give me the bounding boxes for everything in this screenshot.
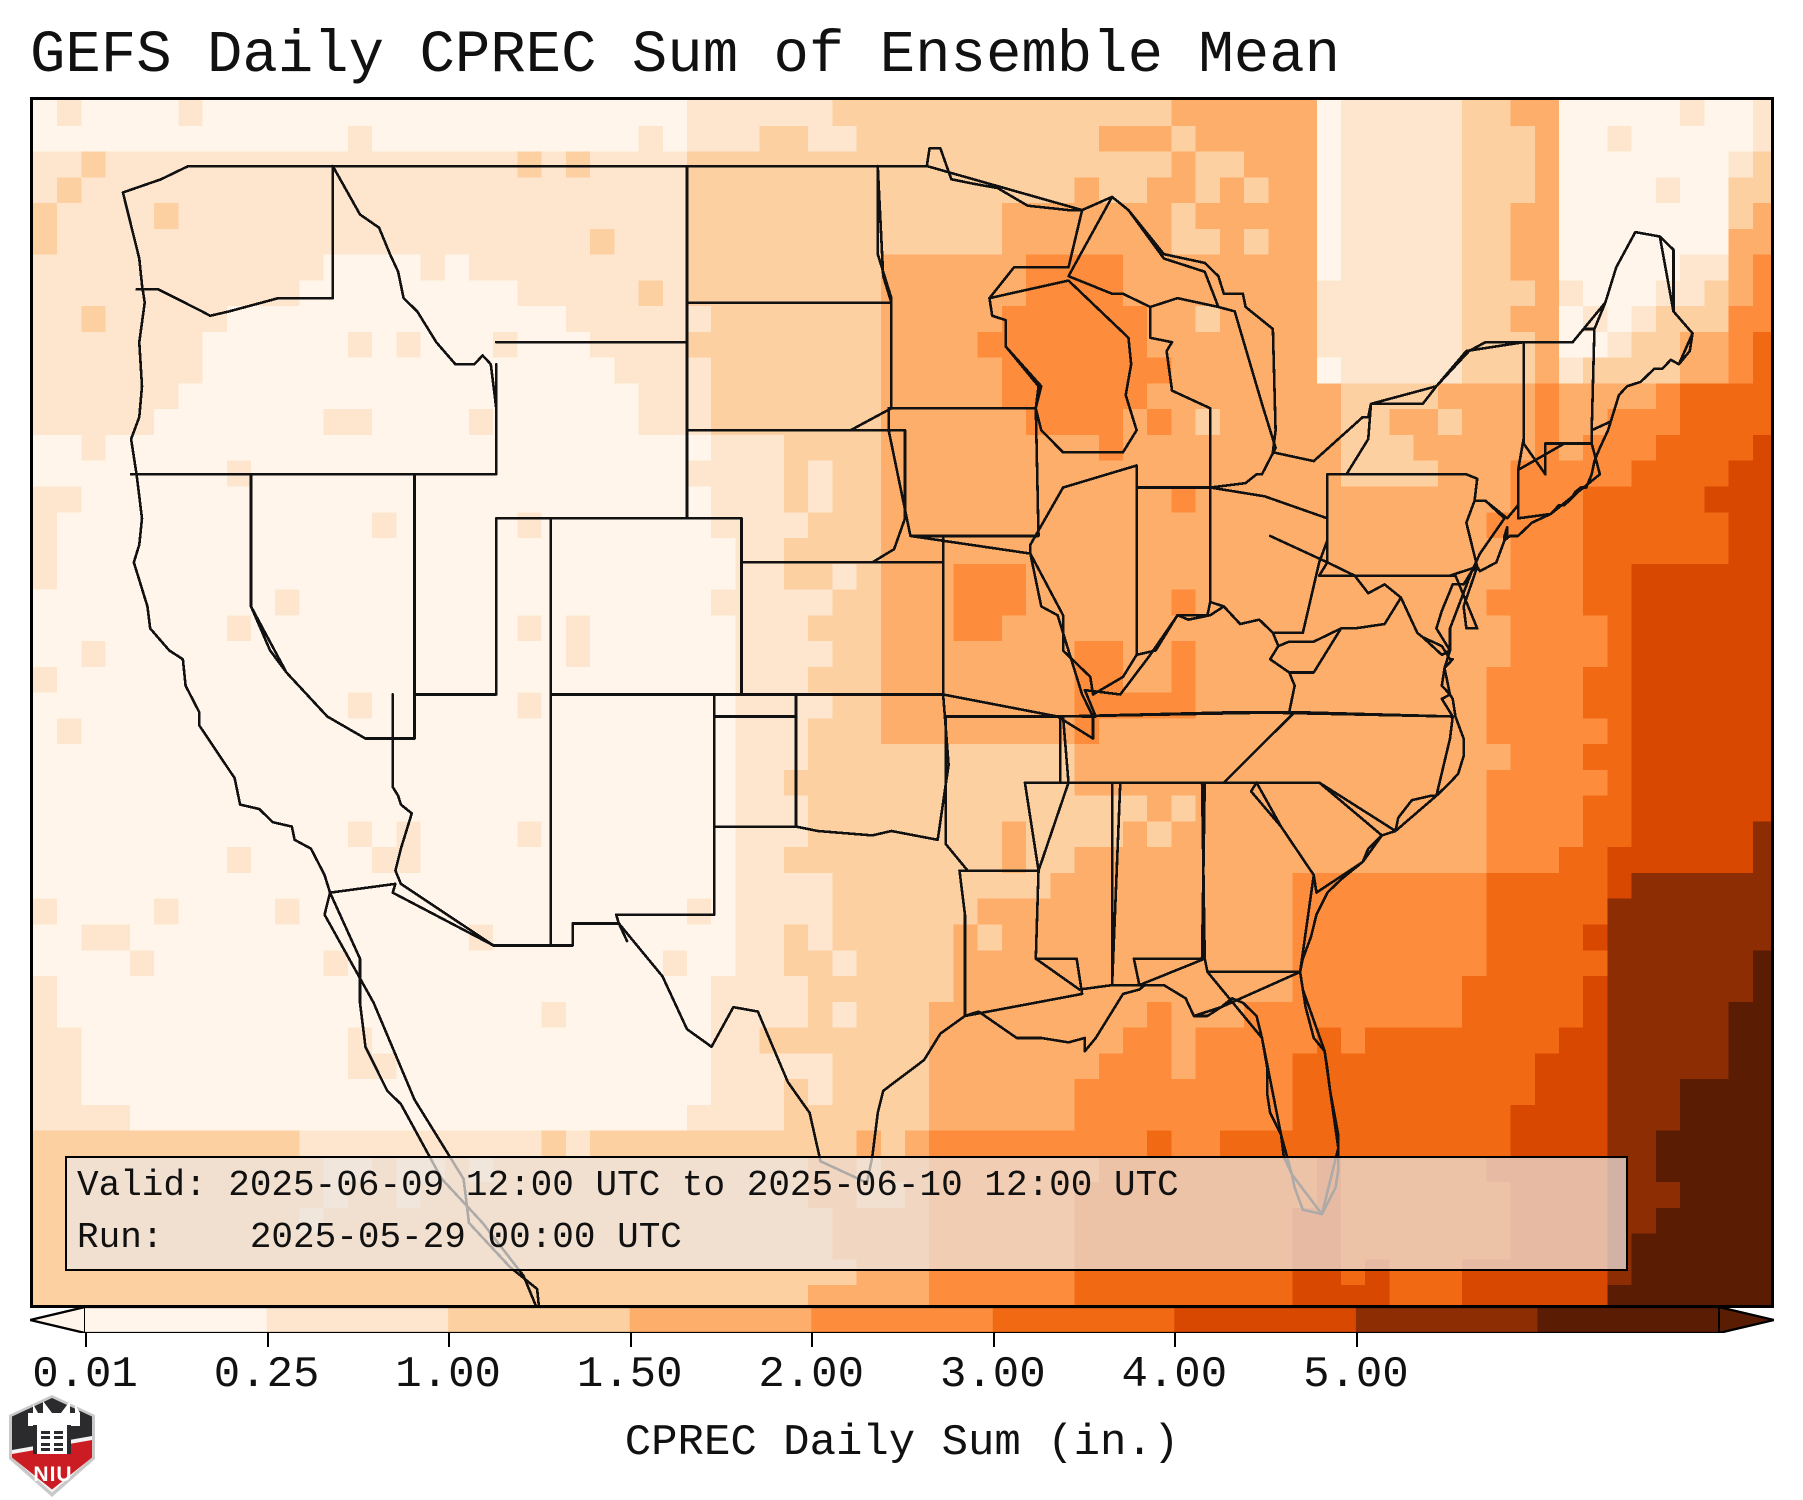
svg-text:NIU: NIU: [33, 1463, 72, 1486]
